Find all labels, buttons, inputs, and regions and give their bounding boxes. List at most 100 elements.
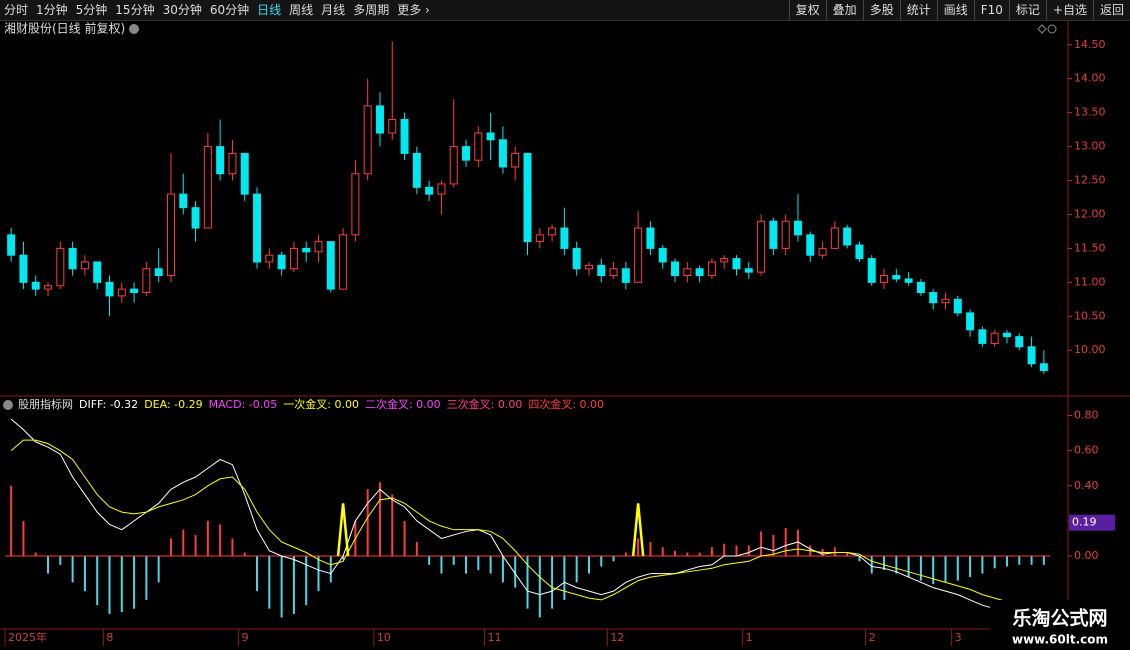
tool-button[interactable]: 返回 xyxy=(1092,0,1130,20)
candle-body xyxy=(240,152,249,195)
toolbar: 分时 1分钟 5分钟 15分钟 30分钟 60分钟 日线 周线 月线 多周期 更多 › 复权 叠加多… xyxy=(0,0,1130,21)
y-tick-label: 13.50 xyxy=(1074,106,1106,119)
candle-body xyxy=(31,281,40,290)
candle-body xyxy=(216,146,225,175)
candle-body xyxy=(904,278,913,283)
candle-body xyxy=(154,268,163,277)
title-dropdown-icon[interactable] xyxy=(129,24,139,34)
y-tick-label: 0.60 xyxy=(1074,444,1099,457)
candle-body xyxy=(105,281,114,297)
candle-body xyxy=(572,247,581,270)
x-tick-label: 12 xyxy=(610,631,624,644)
y-tick-label: 10.50 xyxy=(1074,309,1106,322)
candle-body xyxy=(1015,336,1024,348)
more-button[interactable]: 更多 › xyxy=(397,3,430,17)
period-tab[interactable]: 多周期 xyxy=(353,3,390,17)
cross-signal xyxy=(631,503,645,557)
candle-body xyxy=(966,312,975,331)
y-tick-label: 0.40 xyxy=(1074,479,1099,492)
period-tab[interactable]: 60分钟 xyxy=(209,3,250,17)
candle-body xyxy=(916,281,925,294)
cross-signal xyxy=(336,503,350,557)
candle-body xyxy=(56,247,65,287)
candle-body xyxy=(265,254,274,263)
tool-button[interactable]: 统计 xyxy=(899,0,937,20)
candle-body xyxy=(523,152,532,243)
candle-body xyxy=(277,254,286,270)
candle-body xyxy=(744,268,753,273)
period-tab[interactable]: 30分钟 xyxy=(162,3,202,17)
value-marker xyxy=(1069,514,1115,531)
watermark-url: www.60lt.com xyxy=(1012,633,1108,647)
tool-button[interactable]: 画线 xyxy=(936,0,974,20)
legend-item: 一次金叉: 0.00 xyxy=(283,397,359,411)
legend-item: DIFF: -0.32 xyxy=(79,398,138,411)
candle-body xyxy=(793,220,802,236)
candle-body xyxy=(314,241,323,253)
period-tab[interactable]: 5分钟 xyxy=(75,3,108,17)
candle-body xyxy=(830,227,839,249)
y-tick-label: 12.50 xyxy=(1074,174,1106,187)
period-tab[interactable]: 周线 xyxy=(289,3,314,17)
candle-body xyxy=(990,332,999,344)
indicator-line xyxy=(10,439,1044,608)
candle-body xyxy=(1002,332,1011,338)
y-tick-label: 0.00 xyxy=(1074,549,1099,562)
candle-body xyxy=(412,152,421,188)
period-tab[interactable]: 分时 xyxy=(4,3,29,17)
candle-body xyxy=(658,247,667,263)
tool-button[interactable]: F10 xyxy=(973,0,1009,20)
y-tick-label: 12.00 xyxy=(1074,207,1106,220)
candle-body xyxy=(203,146,212,229)
candle-body xyxy=(720,258,729,263)
period-tab[interactable]: 日线 xyxy=(257,3,282,17)
candle-body xyxy=(326,241,335,290)
value-marker-label: 0.19 xyxy=(1072,516,1097,529)
candle-body xyxy=(449,146,458,185)
x-tick-label: 8 xyxy=(106,631,113,644)
candle-body xyxy=(80,261,89,270)
candle-body xyxy=(7,234,16,256)
tool-button[interactable]: 复权 xyxy=(788,0,826,20)
candle-body xyxy=(695,268,704,277)
candle-body xyxy=(781,220,790,249)
candle-body xyxy=(843,227,852,246)
candle-body xyxy=(44,285,53,290)
candle-body xyxy=(400,118,409,154)
candle-body xyxy=(683,268,692,277)
period-tab[interactable]: 1分钟 xyxy=(36,3,68,17)
y-tick-label: 11.00 xyxy=(1074,275,1106,288)
tool-button[interactable]: 标记 xyxy=(1008,0,1046,20)
x-tick-label: 3 xyxy=(955,631,962,644)
tool-button[interactable]: 叠加 xyxy=(825,0,863,20)
panel-icons[interactable] xyxy=(1037,24,1057,34)
candle-body xyxy=(93,261,102,283)
candle-body xyxy=(978,329,987,344)
candle-body xyxy=(806,234,815,256)
candle-body xyxy=(191,207,200,229)
more-label: 更多 xyxy=(397,3,422,17)
candle-body xyxy=(535,234,544,243)
candle-body xyxy=(486,132,495,141)
watermark-box xyxy=(990,600,1130,650)
candle-body xyxy=(289,247,298,270)
y-tick-label: 14.00 xyxy=(1074,72,1106,85)
candle-body xyxy=(1039,363,1048,372)
candle-body xyxy=(511,152,520,168)
tool-button[interactable]: 多股 xyxy=(862,0,900,20)
candle-body xyxy=(302,247,311,253)
tool-button[interactable]: +自选 xyxy=(1045,0,1093,20)
legend-item: MACD: -0.05 xyxy=(209,398,278,411)
candle-body xyxy=(253,193,262,263)
candle-body xyxy=(142,268,151,294)
y-tick-label: 0.80 xyxy=(1074,409,1099,422)
tool-buttons: 复权 叠加 多股 统计 画线 F10 标记 +自选 返回 xyxy=(788,0,1130,20)
indicator-dropdown-icon[interactable] xyxy=(3,400,13,410)
candle-body xyxy=(597,264,606,277)
candle-body xyxy=(941,298,950,304)
candle-body xyxy=(769,220,778,249)
candle-body xyxy=(179,193,188,209)
period-tab[interactable]: 月线 xyxy=(321,3,346,17)
period-tab[interactable]: 15分钟 xyxy=(115,3,155,17)
